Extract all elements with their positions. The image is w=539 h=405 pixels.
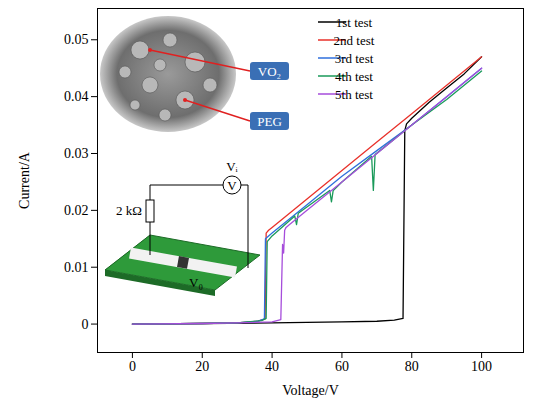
svg-text:2nd test: 2nd test xyxy=(334,33,375,48)
svg-text:0.04: 0.04 xyxy=(64,89,89,104)
svg-text:0.02: 0.02 xyxy=(64,203,89,218)
svg-text:80: 80 xyxy=(405,359,419,374)
svg-text:2 kΩ: 2 kΩ xyxy=(116,203,142,218)
svg-text:20: 20 xyxy=(195,359,209,374)
svg-text:Voltage/V: Voltage/V xyxy=(282,383,339,398)
svg-text:1st test: 1st test xyxy=(336,15,373,30)
svg-text:0.03: 0.03 xyxy=(64,146,89,161)
svg-text:0: 0 xyxy=(82,317,89,332)
svg-text:VO₂: VO₂ xyxy=(258,64,281,79)
svg-text:0.05: 0.05 xyxy=(64,32,89,47)
svg-text:Current/A: Current/A xyxy=(17,151,32,209)
svg-text:0.01: 0.01 xyxy=(64,260,89,275)
svg-text:100: 100 xyxy=(471,359,492,374)
svg-text:0: 0 xyxy=(129,359,136,374)
svg-text:4th test: 4th test xyxy=(335,69,373,84)
svg-text:Vᵢ: Vᵢ xyxy=(226,159,238,174)
svg-text:5th test: 5th test xyxy=(335,87,373,102)
svg-text:40: 40 xyxy=(265,359,279,374)
svg-text:3rd test: 3rd test xyxy=(335,51,374,66)
svg-text:V: V xyxy=(227,178,237,193)
svg-text:60: 60 xyxy=(335,359,349,374)
svg-text:PEG: PEG xyxy=(257,114,282,129)
svg-text:V₀: V₀ xyxy=(189,275,203,290)
